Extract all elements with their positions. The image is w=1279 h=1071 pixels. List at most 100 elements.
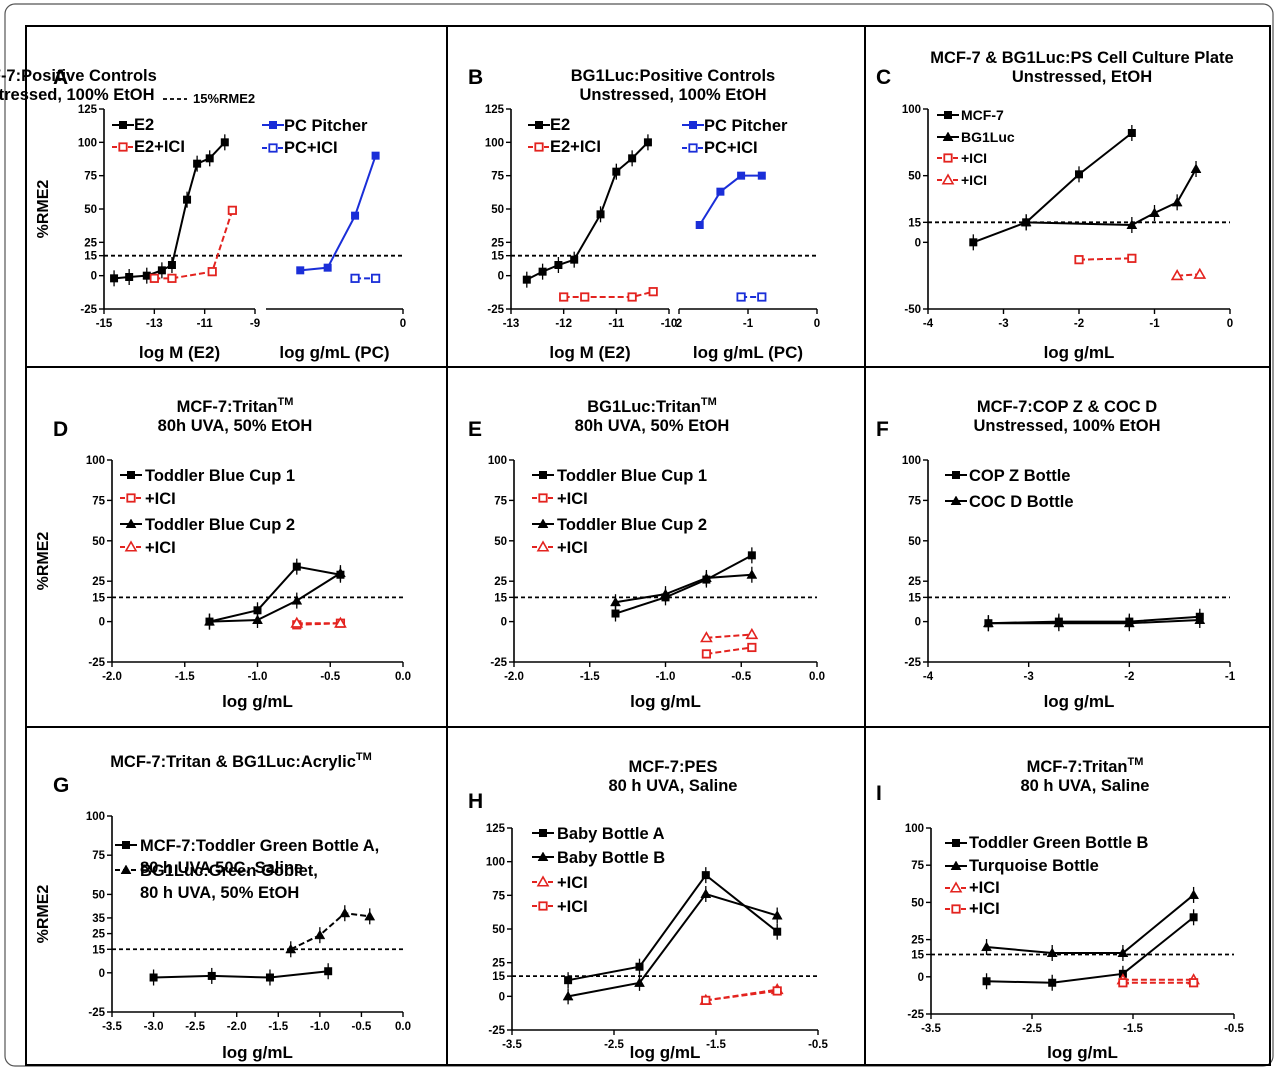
legend-marker [535, 121, 543, 129]
y-tick-label: 75 [84, 171, 97, 183]
legend-marker [949, 881, 963, 893]
x-tick-label: -13 [146, 318, 163, 330]
data-point [157, 266, 166, 275]
legend-label: +ICI [557, 898, 588, 916]
y-tick-label: 15 [491, 251, 504, 263]
x-tick-label: -1.5 [268, 1021, 288, 1033]
x-tick-label: -3.0 [144, 1021, 164, 1033]
y-tick-label: 15 [92, 944, 105, 956]
series-line [567, 873, 778, 982]
x-tick-label: -0.5 [1224, 1023, 1244, 1035]
y-tick-label: 50 [908, 171, 921, 183]
legend-entry: Turquoise Bottle [945, 857, 1099, 875]
legend-marker [119, 121, 127, 129]
series-1 [736, 292, 767, 302]
legend-label: E2+ICI [134, 138, 185, 156]
data-point [562, 990, 574, 1001]
x-tick-label: -0.5 [808, 1039, 828, 1051]
x-tick-label: -1.5 [175, 671, 195, 683]
series-3 [700, 627, 759, 643]
legend-label: Toddler Blue Cup 2 [145, 516, 295, 534]
x-tick-label: -1 [743, 318, 754, 330]
legend-label: E2 [134, 116, 154, 134]
legend-entry: +ICI [937, 172, 987, 188]
data-point [772, 986, 782, 996]
y-tick-label: 100 [905, 823, 924, 835]
panel-title-line: 80 h UVA, Saline [1021, 777, 1150, 795]
panel-letter-d: D [53, 418, 68, 441]
panel-title-line: MCF-7:Positive Controls [0, 67, 157, 85]
panel-letter-f: F [876, 418, 889, 441]
y-tick-label: 75 [92, 495, 105, 507]
data-point [296, 266, 305, 275]
series-line [154, 210, 234, 280]
series-0 [110, 134, 229, 287]
panel-title-line: MCF-7 & BG1Luc:PS Cell Culture Plate [930, 49, 1233, 67]
series-line [290, 912, 370, 951]
x-tick-label: -3.5 [502, 1039, 522, 1051]
legend-entry: Toddler Blue Cup 1 [120, 467, 295, 485]
series-line [563, 290, 654, 298]
data-point [1189, 978, 1199, 988]
y-tick-label: 0 [501, 617, 507, 629]
panel-title-line: BG1Luc:TritanTM [587, 396, 717, 416]
x-tick-label: -4 [923, 671, 934, 683]
data-point [643, 138, 652, 147]
annotation-15-rme2: 15%RME2 [193, 91, 255, 106]
y-tick-label: 100 [486, 857, 505, 869]
x-axis-label: log g/mL [630, 692, 701, 711]
data-point [167, 261, 176, 269]
series-line [1026, 168, 1197, 227]
y-tick-label: 75 [492, 890, 505, 902]
series-1 [562, 885, 783, 1005]
data-point [747, 551, 756, 560]
legend-entry: Toddler Blue Cup 1 [532, 467, 707, 485]
x-tick-label: -2.5 [185, 1021, 205, 1033]
legend-marker [126, 493, 136, 503]
legend-label: +ICI [961, 150, 987, 166]
data-point [1046, 947, 1058, 957]
x-tick-label: -2.0 [227, 1021, 247, 1033]
legend-label: COC D Bottle [969, 493, 1074, 511]
y-tick-label: 75 [92, 850, 105, 862]
legend-marker [950, 495, 962, 505]
data-point [564, 976, 573, 985]
data-point [773, 927, 782, 936]
data-point [149, 973, 158, 982]
y-axis-label: %RME2 [35, 885, 52, 944]
x-tick-label: -1.0 [310, 1021, 330, 1033]
data-point [205, 154, 214, 163]
data-point [700, 572, 712, 582]
panel-title-line: BG1Luc:Positive Controls [571, 67, 775, 85]
data-point [522, 275, 531, 284]
series-line [615, 554, 753, 615]
panel-letter-b: B [468, 66, 483, 89]
panel-title-line: 80h UVA, 50% EtOH [575, 417, 730, 435]
series-0 [564, 867, 782, 989]
data-point [1053, 617, 1065, 628]
y-tick-label: 0 [915, 617, 921, 629]
legend-entry: +ICI [945, 879, 1000, 897]
series-0 [149, 963, 333, 986]
x-tick-label: -2.0 [504, 671, 524, 683]
data-point [1074, 255, 1084, 265]
legend-label: Toddler Blue Cup 1 [557, 467, 707, 485]
x-tick-label: -2.5 [604, 1039, 624, 1051]
x-tick-label: 0 [400, 318, 406, 330]
series-line [706, 633, 752, 639]
legend-label: MCF-7:Toddler Green Bottle A, [140, 837, 379, 855]
x-tick-label: 0 [1227, 318, 1233, 330]
y-tick-label: 50 [908, 536, 921, 548]
panel-title-line: MCF-7:Tritan & BG1Luc:AcrylicTM [110, 751, 372, 771]
y-tick-label: 100 [902, 104, 921, 116]
y-tick-label: 125 [486, 823, 506, 835]
panel-letter-a: A [53, 66, 68, 89]
legend-marker [952, 471, 960, 479]
series-1 [1020, 161, 1202, 233]
legend-label: Turquoise Bottle [969, 857, 1099, 875]
data-point [745, 627, 759, 640]
series-line [1078, 257, 1132, 261]
series-line [209, 565, 341, 623]
y-tick-label: -25 [907, 1009, 924, 1021]
